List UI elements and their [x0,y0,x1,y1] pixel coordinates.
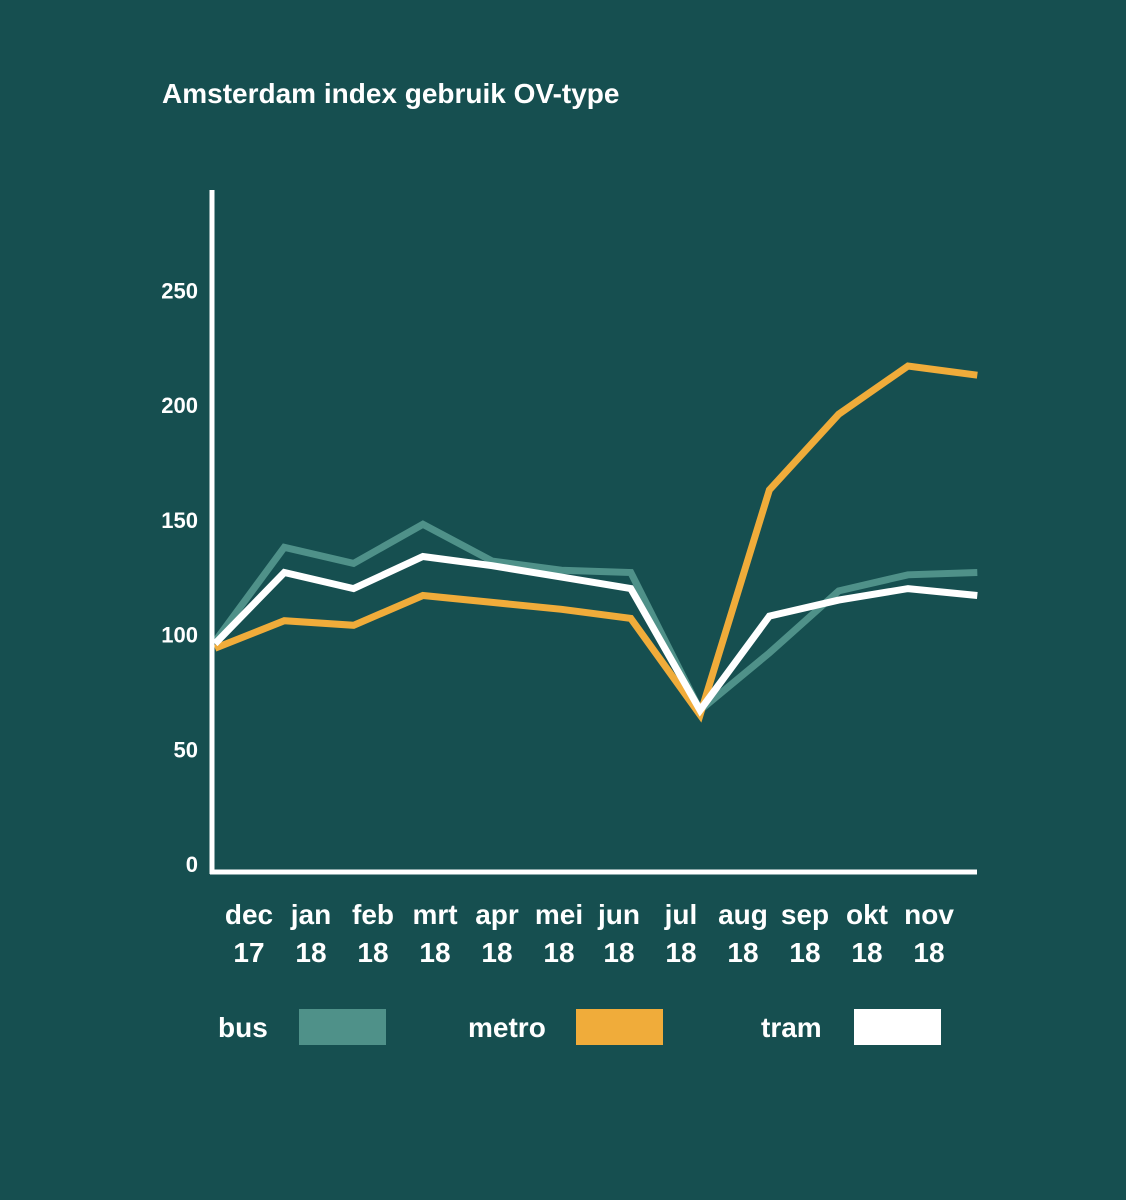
x-tick-label-year: 18 [913,937,944,968]
legend-label-metro: metro [468,1012,546,1043]
x-tick-label-year: 18 [665,937,696,968]
x-tick-label-year: 18 [357,937,388,968]
legend-label-bus: bus [218,1012,268,1043]
x-tick-label-year: 18 [295,937,326,968]
series-line-metro [213,362,978,723]
x-tick-label-year: 18 [481,937,512,968]
x-tick-label-month: jul [664,899,698,930]
y-tick-label: 100 [161,623,198,648]
x-tick-label-month: jun [597,899,640,930]
legend: bus metro tram [218,1009,941,1045]
x-tick-labels: dec 17 jan 18 feb 18 mrt 18 apr 18 mei 18 jun 18 jul 18… [225,899,954,968]
x-tick-label-month: mei [535,899,583,930]
x-tick-label-month: mrt [412,899,457,930]
legend-swatch-bus [299,1009,386,1045]
x-tick-label-month: aug [718,899,768,930]
y-tick-label: 0 [186,852,198,877]
x-tick-label-year: 18 [543,937,574,968]
y-tick-label: 200 [161,393,198,418]
x-tick-label-year: 18 [851,937,882,968]
y-tick-labels: 0 50 100 150 200 250 [161,278,198,877]
x-tick-label-year: 18 [603,937,634,968]
legend-label-tram: tram [761,1012,822,1043]
x-tick-label-month: dec [225,899,273,930]
x-tick-label-month: okt [846,899,888,930]
series-line-tram [212,552,978,717]
y-tick-label: 50 [174,737,198,762]
legend-swatch-metro [576,1009,663,1045]
legend-swatch-tram [854,1009,941,1045]
series-lines [212,362,978,723]
x-tick-label-year: 18 [419,937,450,968]
x-tick-label-month: sep [781,899,829,930]
x-tick-label-month: nov [904,899,954,930]
y-tick-label: 150 [161,508,198,533]
x-tick-label-month: apr [475,899,519,930]
x-tick-label-month: jan [290,899,331,930]
axes [209,190,977,875]
x-tick-label-year: 18 [789,937,820,968]
x-tick-label-year: 18 [727,937,758,968]
chart-title: Amsterdam index gebruik OV-type [162,78,619,109]
x-tick-label-month: feb [352,899,394,930]
y-tick-label: 250 [161,278,198,303]
series-line-bus [212,520,978,716]
x-tick-label-year: 17 [233,937,264,968]
